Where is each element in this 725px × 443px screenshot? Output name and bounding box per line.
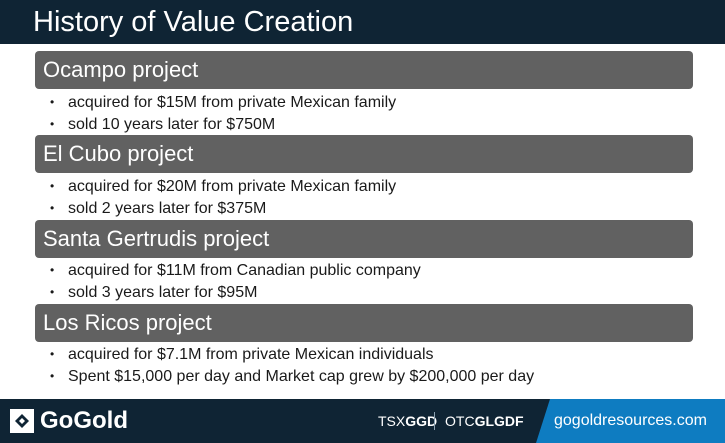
otc-prefix: OTC — [445, 413, 475, 429]
bullet-dot-icon: • — [50, 179, 55, 193]
bullet-item: • Spent $15,000 per day and Market cap gr… — [50, 366, 534, 387]
tsx-symbol: GGD — [405, 413, 438, 429]
bullet-text: sold 3 years later for $95M — [68, 284, 258, 301]
tsx-prefix: TSX — [378, 413, 406, 429]
bullet-item: • sold 10 years later for $750M — [50, 114, 275, 135]
bullet-text: sold 2 years later for $375M — [68, 200, 267, 217]
otc-ticker: OTCGLGDF — [445, 412, 524, 430]
bullet-dot-icon: • — [50, 201, 55, 215]
bullet-item: • acquired for $20M from private Mexican … — [50, 176, 396, 197]
tsx-ticker: TSXGGD — [378, 412, 437, 430]
bullet-text: acquired for $11M from Canadian public c… — [68, 262, 421, 279]
bullet-dot-icon: • — [50, 285, 55, 299]
bullet-item: • acquired for $11M from Canadian public … — [50, 260, 421, 281]
section-title-los-ricos: Los Ricos project — [35, 304, 693, 342]
bullet-dot-icon: • — [50, 95, 55, 109]
logo-wordmark: GoGold — [40, 407, 128, 434]
bullet-text: Spent $15,000 per day and Market cap gre… — [68, 368, 535, 385]
bullet-dot-icon: • — [50, 263, 55, 277]
slide-header: History of Value Creation — [0, 0, 725, 44]
section-title-santa-gertrudis: Santa Gertrudis project — [35, 220, 693, 258]
section-title-el-cubo: El Cubo project — [35, 135, 693, 173]
website-url: gogoldresources.com — [554, 412, 707, 429]
bullet-dot-icon: • — [50, 117, 55, 131]
url-panel — [536, 399, 725, 443]
bullet-dot-icon: • — [50, 347, 55, 361]
bullet-item: • sold 3 years later for $95M — [50, 282, 257, 303]
bullet-item: • acquired for $7.1M from private Mexican… — [50, 344, 434, 365]
ticker-divider — [434, 412, 435, 430]
page-title: History of Value Creation — [33, 6, 354, 38]
bullet-text: acquired for $20M from private Mexican f… — [68, 178, 397, 195]
bullet-text: acquired for $7.1M from private Mexican … — [68, 346, 434, 363]
otc-symbol: GLGDF — [474, 413, 524, 429]
slide-footer: GoGold TSXGGD OTCGLGDF gogoldresources.c… — [0, 399, 725, 443]
section-title-ocampo: Ocampo project — [35, 51, 693, 89]
gogold-logo-icon — [10, 409, 34, 433]
bullet-text: acquired for $15M from private Mexican f… — [68, 94, 397, 111]
bullet-item: • acquired for $15M from private Mexican … — [50, 92, 396, 113]
bullet-text: sold 10 years later for $750M — [68, 116, 276, 133]
bullet-item: • sold 2 years later for $375M — [50, 198, 266, 219]
bullet-dot-icon: • — [50, 369, 55, 383]
